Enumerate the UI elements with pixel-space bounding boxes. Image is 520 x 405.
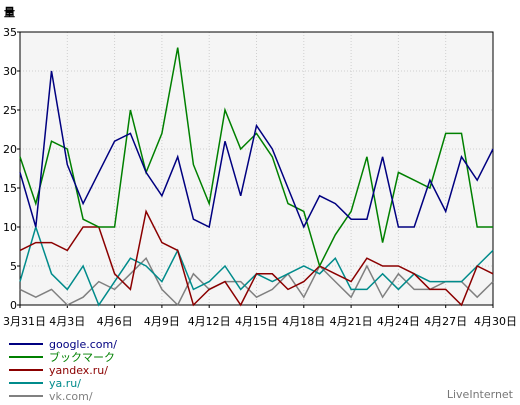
legend-label: yandex.ru/ [49,364,108,377]
x-tick-label: 4月12日 [188,315,231,328]
x-tick-label: 3月31日 [3,315,46,328]
y-tick-label: 20 [3,143,17,156]
x-tick-label: 4月30日 [474,315,517,328]
x-tick-labels: 3月31日 4月3日 4月6日 4月9日 4月12日 4月15日 4月18日 4月21日 4月2… [3,315,517,328]
y-tick-label: 25 [3,104,17,117]
y-tick-label: 30 [3,65,17,78]
brand-label: LiveInternet [447,388,514,401]
x-tick-label: 4月3日 [49,315,85,328]
legend-item: yandex.ru/ [9,364,108,377]
series-lines [19,47,494,307]
legend-label: ブックマーク [49,350,115,364]
legend-item: google.com/ [9,338,117,351]
y-tick-label: 0 [10,299,17,312]
plot-background [20,32,493,305]
legend-label: google.com/ [49,338,117,351]
x-tick-label: 4月21日 [330,315,373,328]
y-tick-labels: 0 5 10 15 20 25 30 35 [3,26,17,312]
y-tick-label: 35 [3,26,17,39]
y-tick-label: 15 [3,182,17,195]
legend-label: ya.ru/ [49,377,81,390]
plot-frame [19,31,494,306]
y-axis-unit-label: 量 [4,6,15,19]
y-tick-label: 5 [10,260,17,273]
legend-item: ya.ru/ [9,377,81,390]
x-tick-label: 4月15日 [235,315,278,328]
axes [17,31,494,308]
x-tick-label: 4月9日 [144,315,180,328]
x-tick-label: 4月18日 [282,315,325,328]
series-line [19,70,494,229]
series-line [19,47,493,269]
series-line [19,256,494,307]
x-tick-label: 4月27日 [424,315,467,328]
legend-item: ブックマーク [9,350,115,364]
x-tick-label: 4月24日 [377,315,420,328]
y-tick-label: 10 [3,221,17,234]
legend-item: vk.com/ [9,390,93,403]
legend-label: vk.com/ [49,390,93,403]
x-tick-label: 4月6日 [97,315,133,328]
